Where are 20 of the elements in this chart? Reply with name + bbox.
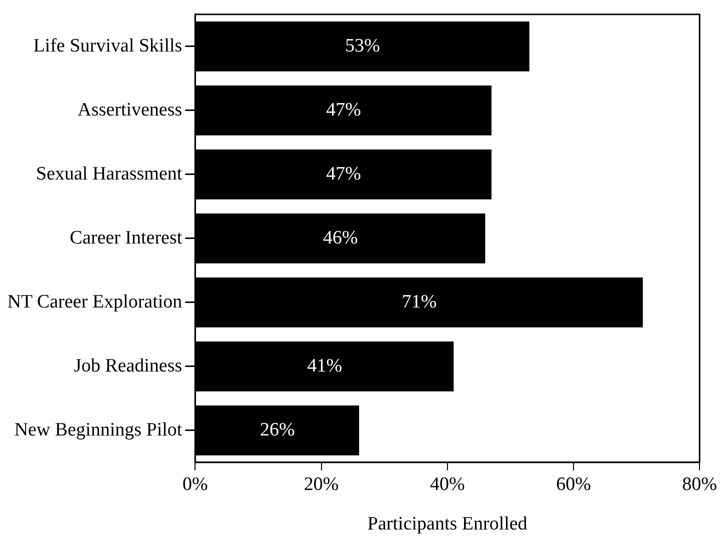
- data-label: 46%: [323, 227, 358, 248]
- y-tick-label: Career Interest: [70, 227, 183, 248]
- x-tick-label: 0%: [182, 474, 208, 495]
- x-tick-label: 20%: [304, 474, 339, 495]
- data-label: 47%: [326, 99, 362, 120]
- x-tick-label: 60%: [556, 474, 592, 495]
- y-tick-label: NT Career Exploration: [7, 291, 183, 312]
- data-label: 41%: [307, 355, 342, 376]
- data-label: 53%: [345, 35, 380, 56]
- data-label: 47%: [326, 163, 362, 184]
- y-tick-label: Assertiveness: [78, 99, 182, 120]
- data-label: 26%: [260, 419, 295, 440]
- y-tick-label: Life Survival Skills: [33, 35, 182, 56]
- y-tick-label: Job Readiness: [74, 355, 182, 376]
- x-tick-label: 40%: [430, 474, 465, 495]
- x-axis-title: Participants Enrolled: [367, 514, 528, 535]
- x-tick-label: 80%: [682, 474, 718, 495]
- data-label: 71%: [402, 291, 437, 312]
- y-tick-label: Sexual Harassment: [36, 163, 183, 184]
- y-tick-label: New Beginnings Pilot: [14, 419, 183, 440]
